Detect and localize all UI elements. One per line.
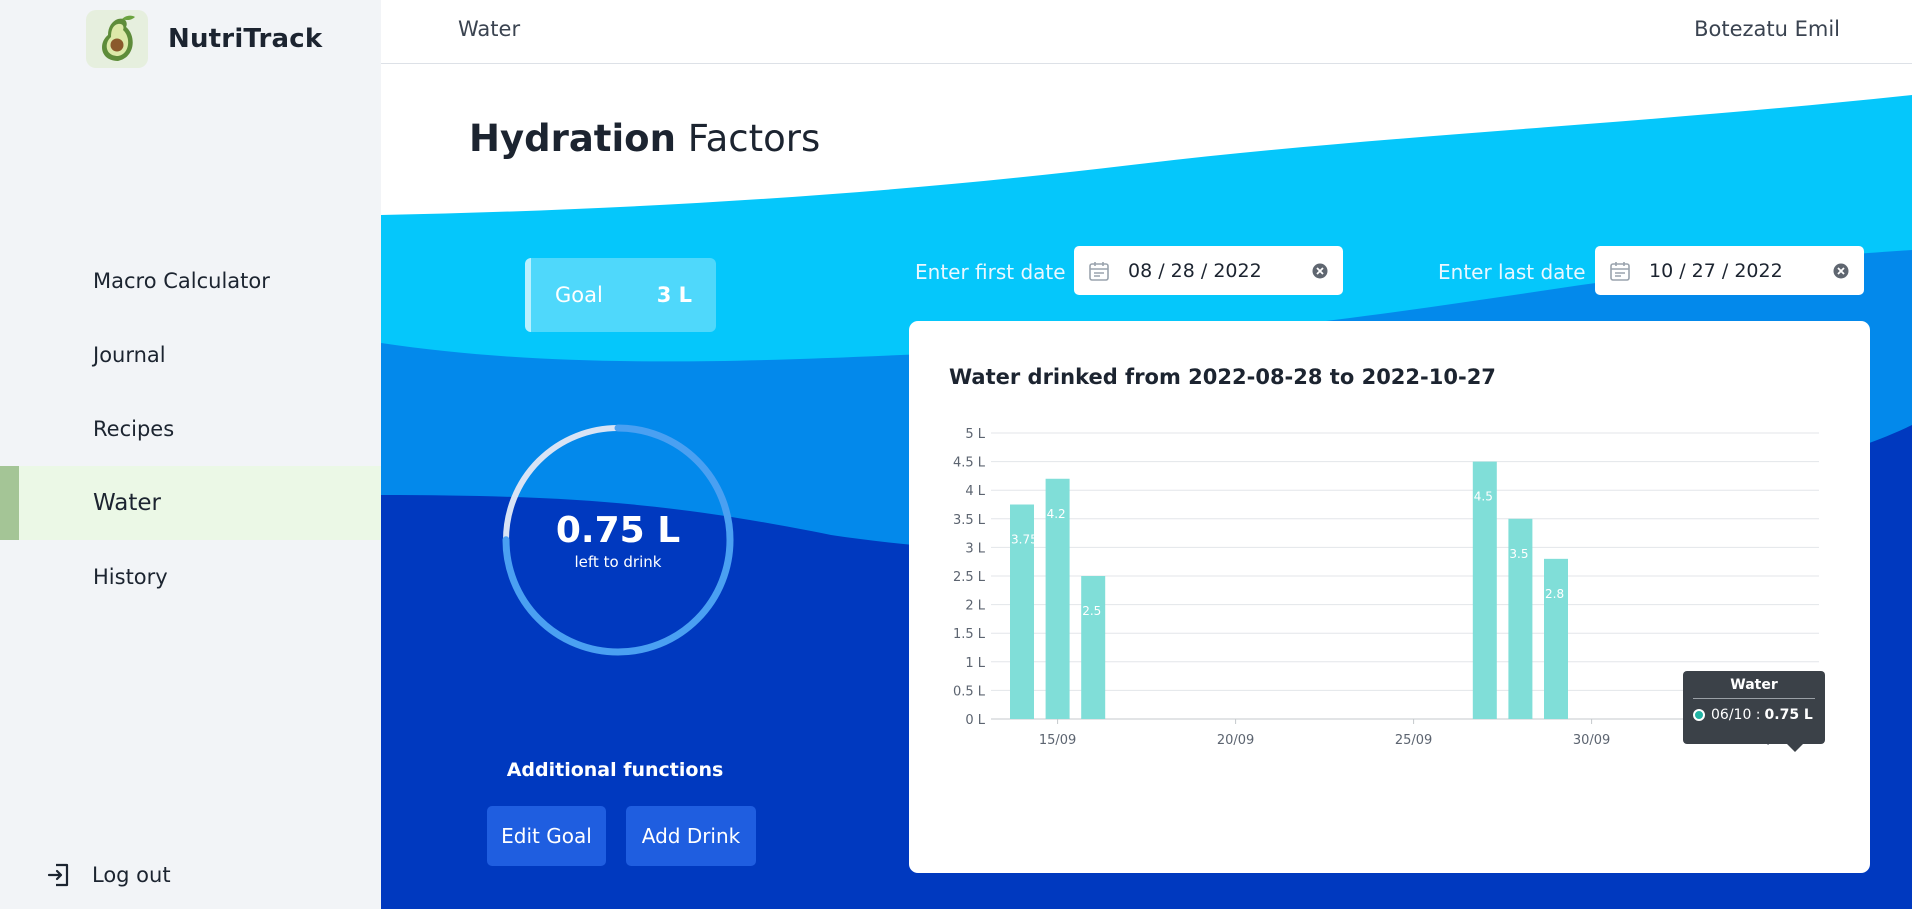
top-bar: Water Botezatu Emil xyxy=(381,0,1912,64)
water-left-caption: left to drink xyxy=(574,552,662,571)
sidebar-item-history[interactable]: History xyxy=(0,540,381,614)
page-title: Hydration Factors xyxy=(469,117,820,160)
user-name[interactable]: Botezatu Emil xyxy=(1694,17,1840,41)
water-left-value: 0.75 L xyxy=(555,509,681,551)
y-tick-label: 5 L xyxy=(965,427,985,442)
goal-badge: Goal 3 L xyxy=(525,258,716,332)
add-drink-button[interactable]: Add Drink xyxy=(626,806,756,866)
y-tick-label: 2 L xyxy=(965,599,985,614)
sidebar-item-recipes[interactable]: Recipes xyxy=(0,392,381,466)
y-tick-label: 0.5 L xyxy=(953,684,986,699)
y-tick-label: 1 L xyxy=(965,656,985,671)
title-bold: Hydration xyxy=(469,117,676,160)
sidebar-item-label: Water xyxy=(93,490,161,516)
first-date-input[interactable]: 08 / 28 / 2022 xyxy=(1074,246,1343,295)
y-tick-label: 3 L xyxy=(965,541,985,556)
bar-data-label: 4.2 L xyxy=(1047,507,1077,521)
tooltip-title: Water xyxy=(1693,677,1815,699)
chart-bar xyxy=(1010,504,1034,719)
bar-data-label: 2.8 L xyxy=(1545,587,1575,601)
sidebar-item-label: Recipes xyxy=(93,417,175,441)
app-name: NutriTrack xyxy=(168,24,323,54)
first-date-label: Enter first date xyxy=(915,260,1066,284)
last-date-input[interactable]: 10 / 27 / 2022 xyxy=(1595,246,1864,295)
bar-data-label: 4.5 L xyxy=(1474,490,1504,504)
avocado-logo-icon xyxy=(86,10,148,68)
sidebar-item-journal[interactable]: Journal xyxy=(0,318,381,392)
sidebar-item-label: History xyxy=(93,565,168,589)
chart-tooltip: Water 06/10 : 0.75 L xyxy=(1683,671,1825,752)
last-date-value: 10 / 27 / 2022 xyxy=(1649,259,1783,282)
tooltip-series-dot xyxy=(1693,709,1705,721)
y-tick-label: 4 L xyxy=(965,484,985,499)
y-tick-label: 3.5 L xyxy=(953,513,986,528)
sidebar-item-macro-calculator[interactable]: Macro Calculator xyxy=(0,244,381,318)
logout-icon xyxy=(47,863,69,887)
edit-goal-button[interactable]: Edit Goal xyxy=(487,806,606,866)
main-content: Hydration Factors Goal 3 L 0.75 L left t… xyxy=(381,65,1912,909)
bar-data-label: 3.5 L xyxy=(1509,547,1539,561)
clear-icon[interactable] xyxy=(1832,262,1850,280)
chart-title: Water drinked from 2022-08-28 to 2022-10… xyxy=(949,365,1496,389)
bar-data-label: 2.5 L xyxy=(1082,604,1112,618)
brand[interactable]: NutriTrack xyxy=(86,10,322,68)
chart-bar xyxy=(1045,478,1070,719)
y-tick-label: 2.5 L xyxy=(953,570,986,585)
x-tick-label: 30/09 xyxy=(1573,733,1610,748)
sidebar: NutriTrack Macro Calculator Journal Reci… xyxy=(0,0,381,909)
last-date-label: Enter last date xyxy=(1438,260,1586,284)
y-tick-label: 1.5 L xyxy=(953,627,986,642)
tooltip-date: 06/10 : xyxy=(1711,707,1761,723)
bar-data-label: 3.75 L xyxy=(1011,533,1049,547)
logout-button[interactable]: Log out xyxy=(46,862,171,888)
x-tick-label: 25/09 xyxy=(1395,733,1432,748)
goal-value: 3 L xyxy=(656,283,692,307)
header-page-name: Water xyxy=(458,17,521,41)
additional-functions-title: Additional functions xyxy=(506,759,724,781)
water-bar-chart: 0 L 0.5 L 1 L 1.5 L 2 L 2.5 L 3 L 3.5 L 4 L 4.5 L… xyxy=(953,427,1832,748)
sidebar-item-water[interactable]: Water xyxy=(0,466,381,540)
chart-bar xyxy=(1081,576,1106,719)
calendar-icon[interactable] xyxy=(1088,260,1110,282)
chart-bar xyxy=(1544,558,1568,719)
first-date-value: 08 / 28 / 2022 xyxy=(1128,259,1262,282)
sidebar-item-label: Journal xyxy=(93,343,166,367)
x-tick-label: 20/09 xyxy=(1217,733,1254,748)
calendar-icon[interactable] xyxy=(1609,260,1631,282)
y-tick-label: 0 L xyxy=(965,713,985,728)
chart-bar xyxy=(1508,518,1533,719)
clear-icon[interactable] xyxy=(1311,262,1329,280)
x-tick-label: 15/09 xyxy=(1039,733,1076,748)
goal-label: Goal xyxy=(555,283,603,307)
y-tick-label: 4.5 L xyxy=(953,456,986,471)
title-rest: Factors xyxy=(687,117,821,160)
sidebar-nav: Macro Calculator Journal Recipes Water H… xyxy=(0,244,381,614)
chart-bar xyxy=(1472,461,1497,719)
water-progress-ring: 0.75 L left to drink xyxy=(498,420,738,660)
sidebar-item-label: Macro Calculator xyxy=(93,269,270,293)
water-chart-card: Water drinked from 2022-08-28 to 2022-10… xyxy=(909,321,1870,873)
logout-label: Log out xyxy=(92,863,171,887)
tooltip-value: 0.75 L xyxy=(1764,707,1813,723)
